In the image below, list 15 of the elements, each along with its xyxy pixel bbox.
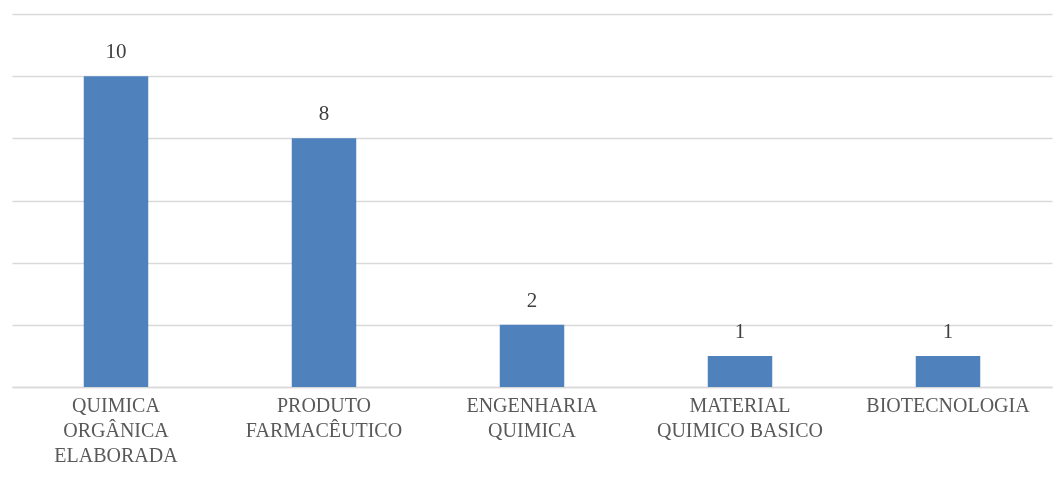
bar [83,76,149,387]
x-tick-label: QUIMICA ORGÂNICA ELABORADA [54,393,179,466]
x-tick-label: PRODUTO FARMACÊUTICO [245,393,403,441]
data-label: 1 [734,318,746,343]
bar [499,324,565,387]
bar [915,355,981,387]
bar [707,355,773,387]
x-tick-label: BIOTECNOLOGIA [866,393,1031,416]
bar [291,138,357,387]
data-label: 2 [526,287,538,312]
x-tick-label: MATERIAL QUIMICO BASICO [656,393,824,441]
data-label: 1 [942,318,954,343]
data-label: 8 [318,101,330,126]
data-label: 10 [105,39,127,64]
x-tick-label: ENGENHARIA QUIMICA [466,393,599,441]
